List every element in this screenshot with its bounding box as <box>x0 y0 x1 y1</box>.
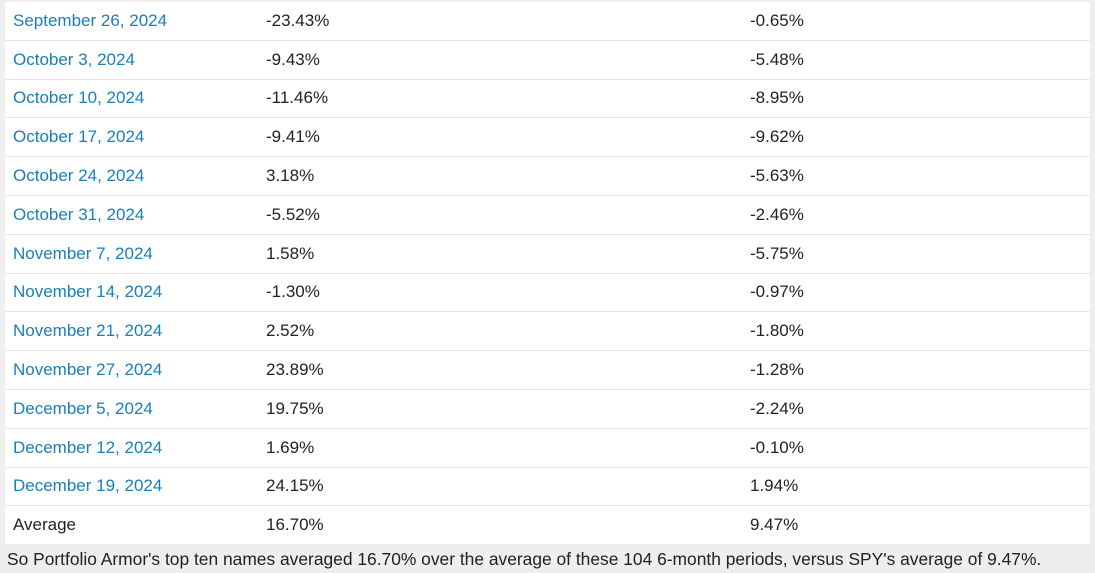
date-cell: October 24, 2024 <box>5 156 266 196</box>
portfolio-return-cell: -9.43% <box>266 40 750 80</box>
portfolio-return-cell: 3.18% <box>266 156 750 196</box>
portfolio-return-cell: 1.69% <box>266 428 750 468</box>
table-row: November 7, 2024 1.58% -5.75% <box>5 234 1090 274</box>
returns-table-container: September 26, 2024 -23.43% -0.65% Octobe… <box>5 2 1090 545</box>
average-label: Average <box>13 515 77 535</box>
date-link[interactable]: November 7, 2024 <box>13 243 153 263</box>
date-link[interactable]: September 26, 2024 <box>13 10 168 30</box>
spy-return-cell: -5.48% <box>750 40 1090 80</box>
returns-table-body: September 26, 2024 -23.43% -0.65% Octobe… <box>5 2 1090 544</box>
table-row: December 5, 2024 19.75% -2.24% <box>5 389 1090 429</box>
spy-return-cell: -0.10% <box>750 428 1090 468</box>
returns-table: September 26, 2024 -23.43% -0.65% Octobe… <box>5 2 1090 544</box>
portfolio-return-cell: -23.43% <box>266 2 750 41</box>
date-link[interactable]: October 31, 2024 <box>13 204 145 224</box>
date-link[interactable]: December 19, 2024 <box>13 476 163 496</box>
spy-average-cell: 9.47% <box>750 515 799 535</box>
portfolio-return-cell: 1.58% <box>266 234 750 274</box>
table-row: October 31, 2024 -5.52% -2.46% <box>5 195 1090 235</box>
table-row: October 3, 2024 -9.43% -5.48% <box>5 40 1090 80</box>
date-link[interactable]: December 5, 2024 <box>13 398 153 418</box>
date-link[interactable]: December 12, 2024 <box>13 437 163 457</box>
spy-return-cell: -8.95% <box>750 79 1090 119</box>
date-link[interactable]: November 27, 2024 <box>13 360 163 380</box>
portfolio-return-cell: -11.46% <box>266 79 750 119</box>
date-cell: October 3, 2024 <box>5 40 266 80</box>
date-cell: November 21, 2024 <box>5 311 266 352</box>
table-row: October 17, 2024 -9.41% -9.62% <box>5 117 1090 158</box>
table-row: November 27, 2024 23.89% -1.28% <box>5 350 1090 390</box>
date-cell: December 12, 2024 <box>5 428 266 468</box>
portfolio-return-cell: -9.41% <box>266 117 750 158</box>
portfolio-average-cell: 16.70% <box>266 515 324 535</box>
spy-return-cell: -2.46% <box>750 195 1090 235</box>
portfolio-return-cell: -1.30% <box>266 273 750 313</box>
date-link[interactable]: October 3, 2024 <box>13 49 135 69</box>
table-row: December 12, 2024 1.69% -0.10% <box>5 428 1090 468</box>
spy-return-cell: -5.63% <box>750 156 1090 196</box>
date-cell: December 5, 2024 <box>5 389 266 429</box>
date-link[interactable]: October 24, 2024 <box>13 166 145 186</box>
spy-return-cell: -2.24% <box>750 389 1090 429</box>
spy-return-cell: -9.62% <box>750 117 1090 158</box>
spy-return-cell: -0.65% <box>750 2 1090 41</box>
date-link[interactable]: November 21, 2024 <box>13 321 163 341</box>
portfolio-return-cell: 19.75% <box>266 389 750 429</box>
spy-return-cell: -1.28% <box>750 350 1090 390</box>
table-row: December 19, 2024 24.15% 1.94% <box>5 467 1090 507</box>
portfolio-return-cell: 23.89% <box>266 350 750 390</box>
date-link[interactable]: October 10, 2024 <box>13 88 145 108</box>
portfolio-return-cell: 24.15% <box>266 467 750 507</box>
date-cell: November 7, 2024 <box>5 234 266 274</box>
date-cell: December 19, 2024 <box>5 467 266 507</box>
date-link[interactable]: November 14, 2024 <box>13 282 163 302</box>
portfolio-return-cell: -5.52% <box>266 195 750 235</box>
date-cell: October 17, 2024 <box>5 117 266 158</box>
date-cell: October 10, 2024 <box>5 79 266 119</box>
spy-return-cell: 1.94% <box>750 467 1090 507</box>
table-row: October 24, 2024 3.18% -5.63% <box>5 156 1090 196</box>
date-cell: November 14, 2024 <box>5 273 266 313</box>
table-row: November 21, 2024 2.52% -1.80% <box>5 311 1090 352</box>
table-row: November 14, 2024 -1.30% -0.97% <box>5 273 1090 313</box>
average-row: Average 16.70% 9.47% <box>5 506 1090 544</box>
spy-return-cell: -1.80% <box>750 311 1090 352</box>
summary-paragraph: So Portfolio Armor's top ten names avera… <box>7 549 1042 569</box>
date-cell: October 31, 2024 <box>5 195 266 235</box>
date-cell: November 27, 2024 <box>5 350 266 390</box>
portfolio-return-cell: 2.52% <box>266 311 750 352</box>
table-row: October 10, 2024 -11.46% -8.95% <box>5 79 1090 119</box>
table-row: September 26, 2024 -23.43% -0.65% <box>5 2 1090 41</box>
spy-return-cell: -5.75% <box>750 234 1090 274</box>
date-cell: September 26, 2024 <box>5 2 266 41</box>
spy-return-cell: -0.97% <box>750 273 1090 313</box>
date-link[interactable]: October 17, 2024 <box>13 127 145 147</box>
